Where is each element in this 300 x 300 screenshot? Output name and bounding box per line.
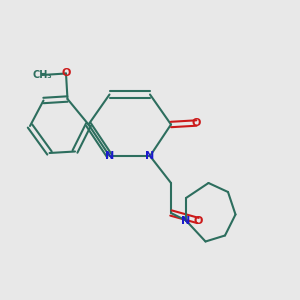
Text: N: N <box>105 151 114 161</box>
Text: CH₃: CH₃ <box>32 70 52 80</box>
Text: N: N <box>182 215 190 226</box>
Text: O: O <box>193 215 203 226</box>
Text: N: N <box>146 151 154 161</box>
Text: O: O <box>192 118 201 128</box>
Text: O: O <box>61 68 71 79</box>
